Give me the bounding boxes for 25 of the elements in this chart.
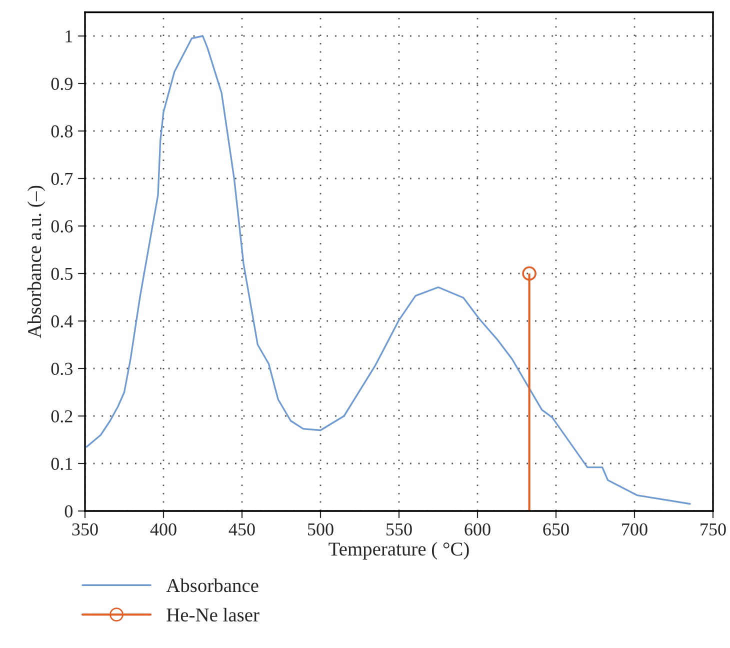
x-tick-label: 500 xyxy=(308,523,334,536)
y-tick-label: 0 xyxy=(64,505,73,518)
y-tick-label: 0.3 xyxy=(51,362,72,376)
x-tick-label: 350 xyxy=(72,523,98,536)
y-tick-label: 0.4 xyxy=(51,315,73,328)
x-axis-title: Temperature ( °C) xyxy=(328,542,469,560)
y-tick-label: 0.2 xyxy=(51,410,72,423)
y-tick-label: 0.8 xyxy=(51,125,73,138)
x-tick-label: 750 xyxy=(700,523,726,536)
y-tick-label: 1 xyxy=(66,30,72,42)
x-tick-label: 450 xyxy=(228,523,255,536)
line-series xyxy=(86,35,691,505)
x-tick-label: 550 xyxy=(386,523,412,536)
y-tick-label: 0.1 xyxy=(51,458,72,470)
y-tick-label: 0.6 xyxy=(51,220,73,233)
y-tick-label: 0.9 xyxy=(51,78,72,90)
legend-label: He-Ne laser xyxy=(166,608,260,622)
y-axis-title: Absorbance a.u. (–) xyxy=(27,186,46,338)
y-tick-label: 0.7 xyxy=(51,172,73,186)
x-tick-label: 600 xyxy=(464,523,490,536)
x-tick-label: 400 xyxy=(150,523,176,536)
x-tick-label: 700 xyxy=(622,523,648,536)
legend-label: Absorbance xyxy=(166,578,258,592)
y-tick-label: 0.5 xyxy=(51,268,72,280)
x-tick-label: 650 xyxy=(543,523,569,536)
